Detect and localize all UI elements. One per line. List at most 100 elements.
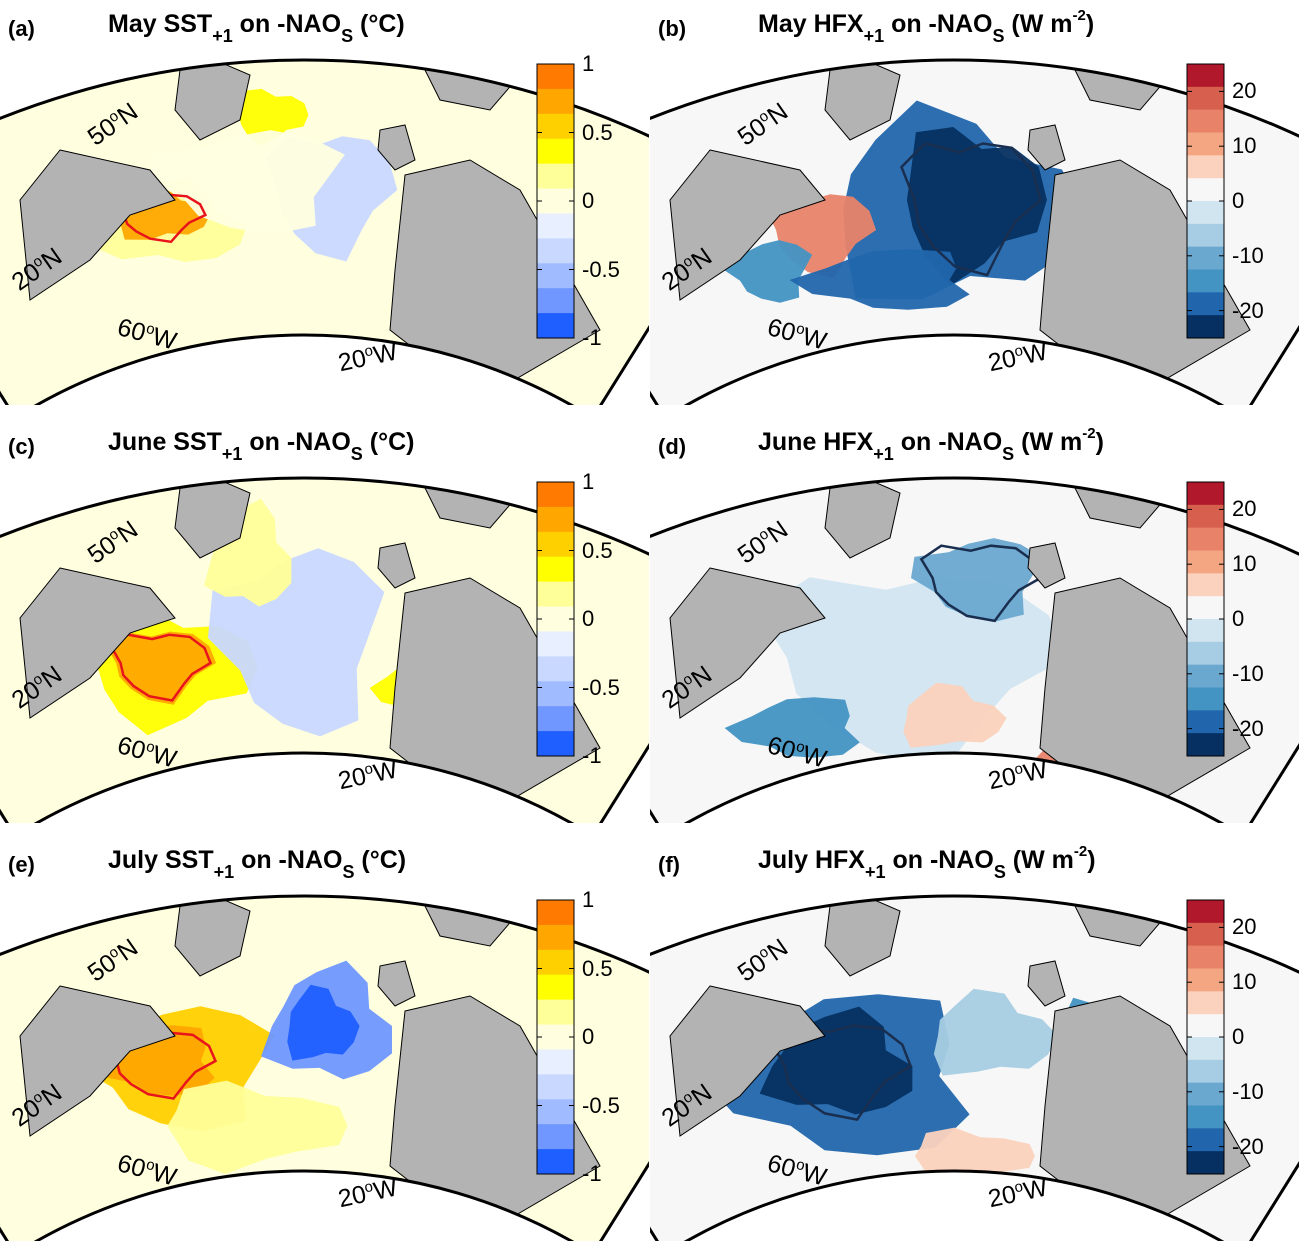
colorbar-tick-label: 0	[582, 606, 595, 631]
map-frame	[0, 476, 649, 823]
significance-contour	[900, 142, 1043, 277]
anomaly-patch	[146, 130, 345, 235]
colorbar-segment	[537, 1074, 574, 1100]
colorbar-segment	[1187, 86, 1224, 111]
colorbar-tick-label: -10	[1232, 242, 1264, 268]
panel-f: (f) July HFX+1 on -NAOS (W m-2) 50oN 20oN 60…	[650, 836, 1299, 1241]
colorbar-segment	[537, 900, 574, 926]
colorbar-tick-label: 20	[1232, 914, 1257, 940]
colorbar-segment	[537, 1124, 574, 1150]
colorbar-segment	[537, 1049, 574, 1075]
map-svg	[650, 476, 1299, 823]
colorbar-segment	[1187, 292, 1224, 316]
colorbar-segment	[1187, 573, 1224, 597]
land-north-america	[669, 567, 826, 719]
significance-contour	[109, 633, 213, 702]
colorbar-segment	[537, 263, 574, 289]
colorbar-segment	[537, 113, 574, 140]
land-north-america	[19, 985, 176, 1137]
land-africa-iberia	[1039, 577, 1251, 819]
colorbar-tick-label: -20	[1232, 297, 1264, 323]
map-frame	[0, 894, 649, 1241]
colorbar-tick-label: 10	[1232, 551, 1257, 577]
map-frame	[650, 476, 1299, 823]
colorbar-segment	[1187, 1151, 1224, 1175]
colorbar-tick-label: -20	[1232, 1133, 1264, 1159]
colorbar-tick-label: -0.5	[582, 1092, 620, 1118]
colorbar-segment	[1187, 246, 1224, 270]
colorbar-segment	[1187, 991, 1224, 1015]
anomaly-patch	[287, 984, 360, 1061]
anomaly-patch	[903, 682, 1007, 748]
significance-contour	[919, 544, 1043, 623]
colorbar-segment	[1187, 596, 1224, 620]
colorbar-segment	[1187, 900, 1224, 924]
anomaly-patch	[906, 127, 1047, 286]
panel-letter: (d)	[658, 434, 687, 459]
colorbar-segment	[537, 506, 574, 533]
map-frame	[650, 58, 1299, 405]
colorbar-tick-label: 0	[1232, 1024, 1245, 1049]
title-text: May HFX+1 on -NAOS (W m-2)	[758, 7, 1095, 46]
title-text: May SST+1 on -NAOS (°C)	[108, 10, 405, 46]
colorbar-segment	[1187, 178, 1224, 202]
anomaly-patch	[167, 1080, 348, 1174]
colorbar-segment	[1187, 968, 1224, 992]
colorbar-tick-label: -10	[1232, 660, 1264, 686]
panel-e: (e) July SST+1 on -NAOS (°C) 50oN 20oN 60oW 2…	[0, 836, 649, 1241]
colorbar-segment	[537, 288, 574, 314]
colorbar-segment	[537, 1099, 574, 1125]
colorbar-segment	[537, 64, 574, 90]
colorbar-tick-label: 0	[1232, 188, 1245, 213]
title-text: June HFX+1 on -NAOS (W m-2)	[758, 425, 1104, 464]
colorbar-segment	[537, 656, 574, 682]
colorbar-tick-label: 10	[1232, 133, 1257, 159]
colorbar-tick-label: 20	[1232, 496, 1257, 522]
land-africa-iberia	[389, 159, 601, 401]
colorbar-segment	[537, 482, 574, 508]
colorbar-segment	[537, 163, 574, 190]
colorbar-segment	[537, 999, 574, 1026]
colorbar-segment	[1187, 201, 1224, 225]
colorbar-segment	[537, 731, 574, 757]
map-svg	[0, 894, 649, 1241]
map-svg	[650, 58, 1299, 405]
colorbar-segment	[537, 581, 574, 608]
colorbar-tick-label: -0.5	[582, 256, 620, 282]
colorbar-segment	[1187, 687, 1224, 711]
map-frame	[650, 894, 1299, 1241]
colorbar-tick-label: 1	[582, 51, 595, 76]
colorbar-segment	[537, 706, 574, 732]
title-text: July SST+1 on -NAOS (°C)	[108, 846, 407, 882]
land-british-isles	[377, 124, 416, 171]
colorbar-segment	[1187, 1128, 1224, 1152]
anomaly-patch	[724, 697, 860, 758]
panel-letter: (f)	[658, 852, 680, 877]
colorbar-segment	[1187, 315, 1224, 339]
colorbar-tick-label: 0	[582, 188, 595, 213]
colorbar-tick-label: -1	[582, 1161, 602, 1186]
panel-c: (c) June SST+1 on -NAOS (°C) 50oN 20oN 60oW 2…	[0, 418, 649, 823]
colorbar-tick-label: 10	[1232, 969, 1257, 995]
colorbar-segment	[1187, 1014, 1224, 1038]
colorbar-segment	[537, 556, 574, 583]
colorbar-segment	[1187, 223, 1224, 248]
anomaly-patch	[724, 240, 813, 303]
land-british-isles	[1027, 960, 1066, 1007]
title-text: July HFX+1 on -NAOS (W m-2)	[758, 843, 1096, 882]
land-british-isles	[377, 960, 416, 1007]
colorbar-segment	[1187, 504, 1224, 529]
colorbar-segment	[537, 213, 574, 239]
colorbar-segment	[1187, 1082, 1224, 1106]
anomaly-patch	[933, 988, 1058, 1076]
land-north-america	[669, 149, 826, 301]
land-north-america	[19, 567, 176, 719]
colorbar-segment	[1187, 527, 1224, 551]
colorbar-segment	[1187, 1059, 1224, 1084]
colorbar-segment	[537, 138, 574, 165]
panel-letter: (b)	[658, 16, 687, 41]
land-africa-iberia	[1039, 995, 1251, 1237]
colorbar-tick-label: 1	[582, 887, 595, 912]
colorbar-tick-label: 0	[1232, 606, 1245, 631]
colorbar-segment	[1187, 1037, 1224, 1061]
